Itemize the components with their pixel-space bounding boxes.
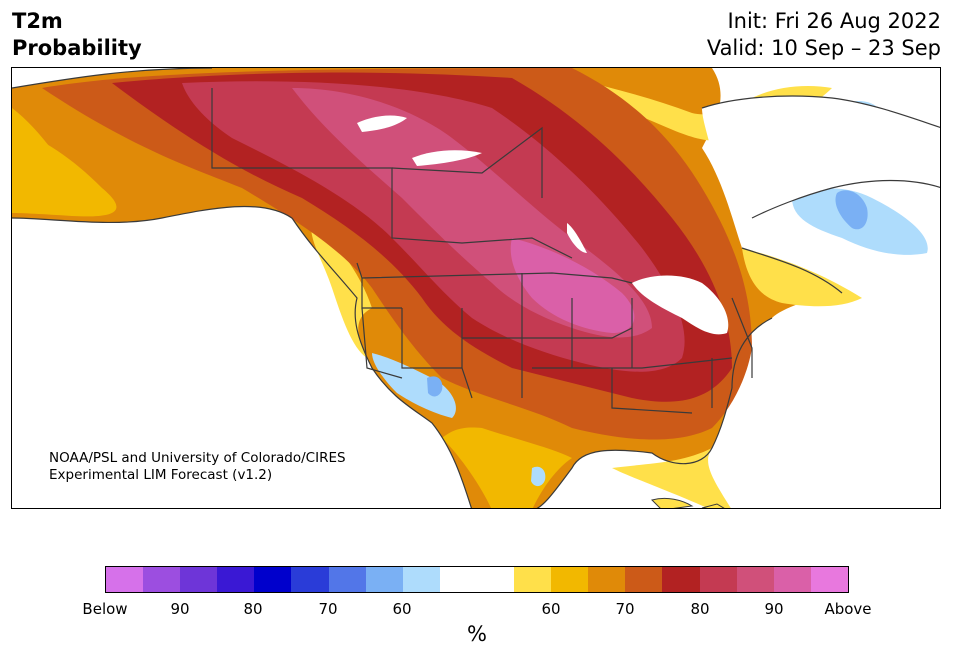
land-yellow-gulf: [612, 448, 731, 508]
southwest-blue-core: [427, 376, 443, 397]
colorbar-segment: [736, 567, 774, 592]
valid-range: Valid: 10 Sep – 23 Sep: [706, 36, 941, 60]
map-panel: [11, 67, 941, 509]
colorbar-segment: [106, 567, 144, 592]
lake-winnipeg: [567, 223, 587, 253]
colorbar-tick-label: 80: [243, 600, 263, 618]
colorbar-segment: [551, 567, 589, 592]
southwest-blue: [372, 353, 456, 418]
great-bear-lake: [357, 115, 407, 132]
land-yellow-coast: [311, 218, 372, 358]
colorbar-tick-label: 60: [392, 600, 412, 618]
init-date: Init: Fri 26 Aug 2022: [727, 9, 941, 33]
title-variable: T2m: [12, 9, 63, 33]
colorbar-tick-label: 70: [615, 600, 635, 618]
colorbar-segment: [662, 567, 700, 592]
probability-map: [12, 68, 940, 508]
colorbar-segment: [810, 567, 848, 592]
colorbar-segment: [254, 567, 292, 592]
alaska-yellow: [12, 108, 78, 208]
land-yellow-ne: [742, 248, 862, 307]
colorbar-segment: [365, 567, 403, 592]
colorbar-segment: [588, 567, 626, 592]
colorbar-tick-label: 90: [170, 600, 190, 618]
great-lakes: [632, 275, 729, 335]
colorbar-tick-label: 90: [764, 600, 784, 618]
colorbar: [105, 566, 849, 593]
hudson-bay: [702, 96, 940, 218]
land-yellow-south: [442, 427, 572, 508]
colorbar-tick-label: 70: [318, 600, 338, 618]
map-title: T2m Probability: [12, 8, 142, 62]
colorbar-tick-label: 80: [690, 600, 710, 618]
mexico-blue: [531, 466, 546, 487]
colorbar-segment: [180, 567, 218, 592]
title-type: Probability: [12, 36, 142, 60]
colorbar-segment: [217, 567, 255, 592]
land-magenta: [510, 238, 635, 333]
colorbar-unit: %: [467, 622, 487, 646]
colorbar-segment: [143, 567, 181, 592]
quebec-blue-core: [835, 190, 868, 230]
colorbar-segment: [773, 567, 811, 592]
attribution: NOAA/PSL and University of Colorado/CIRE…: [49, 450, 346, 484]
colorbar-segment: [699, 567, 737, 592]
great-slave-lake: [412, 150, 482, 166]
colorbar-segment: [439, 567, 477, 592]
colorbar-tick-label: Above: [824, 600, 872, 618]
colorbar-segment: [514, 567, 552, 592]
attribution-line1: NOAA/PSL and University of Colorado/CIRE…: [49, 450, 346, 466]
caribbean-islands: [651, 497, 725, 508]
colorbar-tick-label: 60: [541, 600, 561, 618]
colorbar-segment: [328, 567, 366, 592]
forecast-dates: Init: Fri 26 Aug 2022 Valid: 10 Sep – 23…: [707, 8, 941, 62]
colorbar-segment: [402, 567, 440, 592]
colorbar-tick-label: Below: [82, 600, 128, 618]
attribution-line2: Experimental LIM Forecast (v1.2): [49, 467, 273, 483]
political-boundaries: [12, 68, 940, 508]
colorbar-segment: [476, 567, 515, 592]
colorbar-segment: [291, 567, 329, 592]
colorbar-segment: [625, 567, 663, 592]
